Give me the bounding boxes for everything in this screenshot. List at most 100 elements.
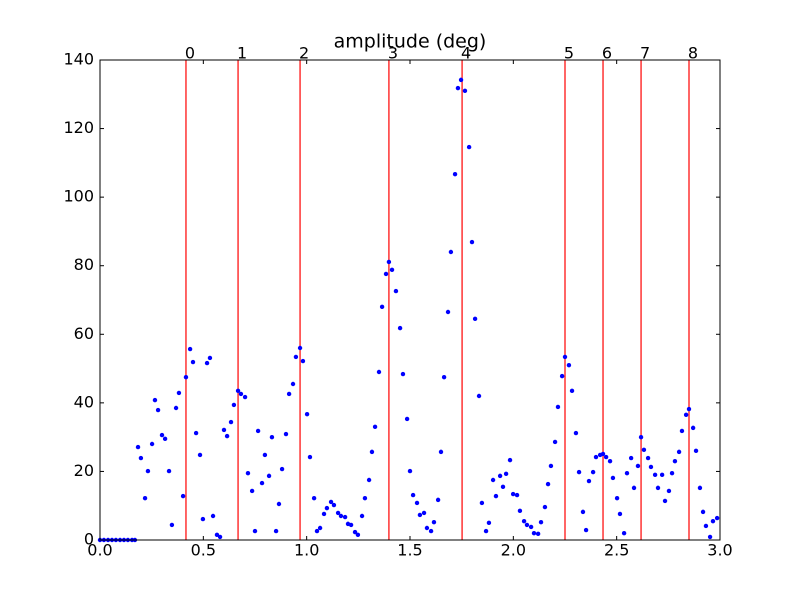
data-point — [276, 501, 282, 507]
y-tick-label: 60 — [74, 324, 94, 343]
data-point — [514, 492, 520, 498]
data-point — [580, 509, 586, 515]
data-point — [490, 477, 496, 483]
data-point — [535, 531, 541, 537]
data-point — [183, 374, 189, 380]
data-point — [149, 441, 155, 447]
x-tick-label: 2.0 — [501, 541, 526, 560]
reference-label: 3 — [388, 44, 398, 63]
data-point — [428, 528, 434, 534]
data-point — [462, 88, 468, 94]
data-point — [210, 513, 216, 519]
data-point — [352, 529, 358, 535]
data-point — [266, 473, 272, 479]
chart-title: amplitude (deg) — [334, 31, 487, 53]
data-point — [628, 455, 634, 461]
data-point — [703, 523, 709, 529]
data-point — [317, 525, 323, 531]
data-point — [286, 391, 292, 397]
data-point — [417, 512, 423, 518]
data-point — [621, 530, 627, 536]
data-point — [469, 239, 475, 245]
data-point — [249, 488, 255, 494]
data-point — [400, 371, 406, 377]
data-point — [648, 464, 654, 470]
data-point — [448, 249, 454, 255]
data-point — [669, 470, 675, 476]
data-point — [359, 513, 365, 519]
data-point — [190, 359, 196, 365]
y-tick-label: 80 — [74, 255, 94, 274]
x-tick-label: 0.5 — [191, 541, 216, 560]
data-point — [638, 434, 644, 440]
data-point — [466, 144, 472, 150]
data-point — [566, 362, 572, 368]
data-point — [279, 466, 285, 472]
data-point — [324, 505, 330, 511]
data-point — [679, 428, 685, 434]
data-point — [187, 346, 193, 352]
data-point — [610, 475, 616, 481]
data-point — [593, 454, 599, 460]
data-point — [166, 468, 172, 474]
data-point — [458, 77, 464, 83]
data-point — [476, 393, 482, 399]
data-point — [641, 447, 647, 453]
data-point — [169, 522, 175, 528]
data-point — [228, 419, 234, 425]
data-point — [569, 388, 575, 394]
data-point — [507, 457, 513, 463]
reference-label: 1 — [237, 44, 247, 63]
data-point — [369, 449, 375, 455]
data-point — [176, 390, 182, 396]
data-point — [707, 534, 713, 540]
data-point — [524, 522, 530, 528]
data-point — [624, 470, 630, 476]
data-point — [135, 444, 141, 450]
data-point — [300, 358, 306, 364]
y-tick-label: 120 — [63, 118, 94, 137]
data-point — [548, 463, 554, 469]
data-point — [152, 397, 158, 403]
data-point — [259, 480, 265, 486]
data-point — [617, 511, 623, 517]
data-point — [362, 495, 368, 501]
reference-label: 2 — [299, 44, 309, 63]
data-point — [455, 85, 461, 91]
data-point — [445, 309, 451, 315]
data-point — [600, 451, 606, 457]
data-point — [180, 493, 186, 499]
data-point — [255, 428, 261, 434]
data-point — [193, 430, 199, 436]
y-tick-label: 0 — [84, 530, 94, 549]
reference-label: 8 — [688, 44, 698, 63]
data-point — [555, 404, 561, 410]
x-tick-label: 0.0 — [87, 541, 112, 560]
data-point — [397, 325, 403, 331]
data-point — [552, 439, 558, 445]
data-point — [700, 509, 706, 515]
data-point — [438, 449, 444, 455]
data-point — [562, 354, 568, 360]
data-point — [383, 271, 389, 277]
data-point — [386, 259, 392, 265]
data-point — [631, 485, 637, 491]
data-point — [393, 288, 399, 294]
data-point — [376, 369, 382, 375]
data-point — [662, 498, 668, 504]
data-point — [372, 424, 378, 430]
data-point — [652, 472, 658, 478]
x-tick-label: 1.5 — [397, 541, 422, 560]
data-point — [159, 432, 165, 438]
data-point — [676, 449, 682, 455]
data-point — [311, 495, 317, 501]
data-point — [614, 495, 620, 501]
data-point — [355, 532, 361, 538]
reference-label: 6 — [602, 44, 612, 63]
data-point — [262, 452, 268, 458]
data-point — [666, 488, 672, 494]
data-point — [697, 485, 703, 491]
